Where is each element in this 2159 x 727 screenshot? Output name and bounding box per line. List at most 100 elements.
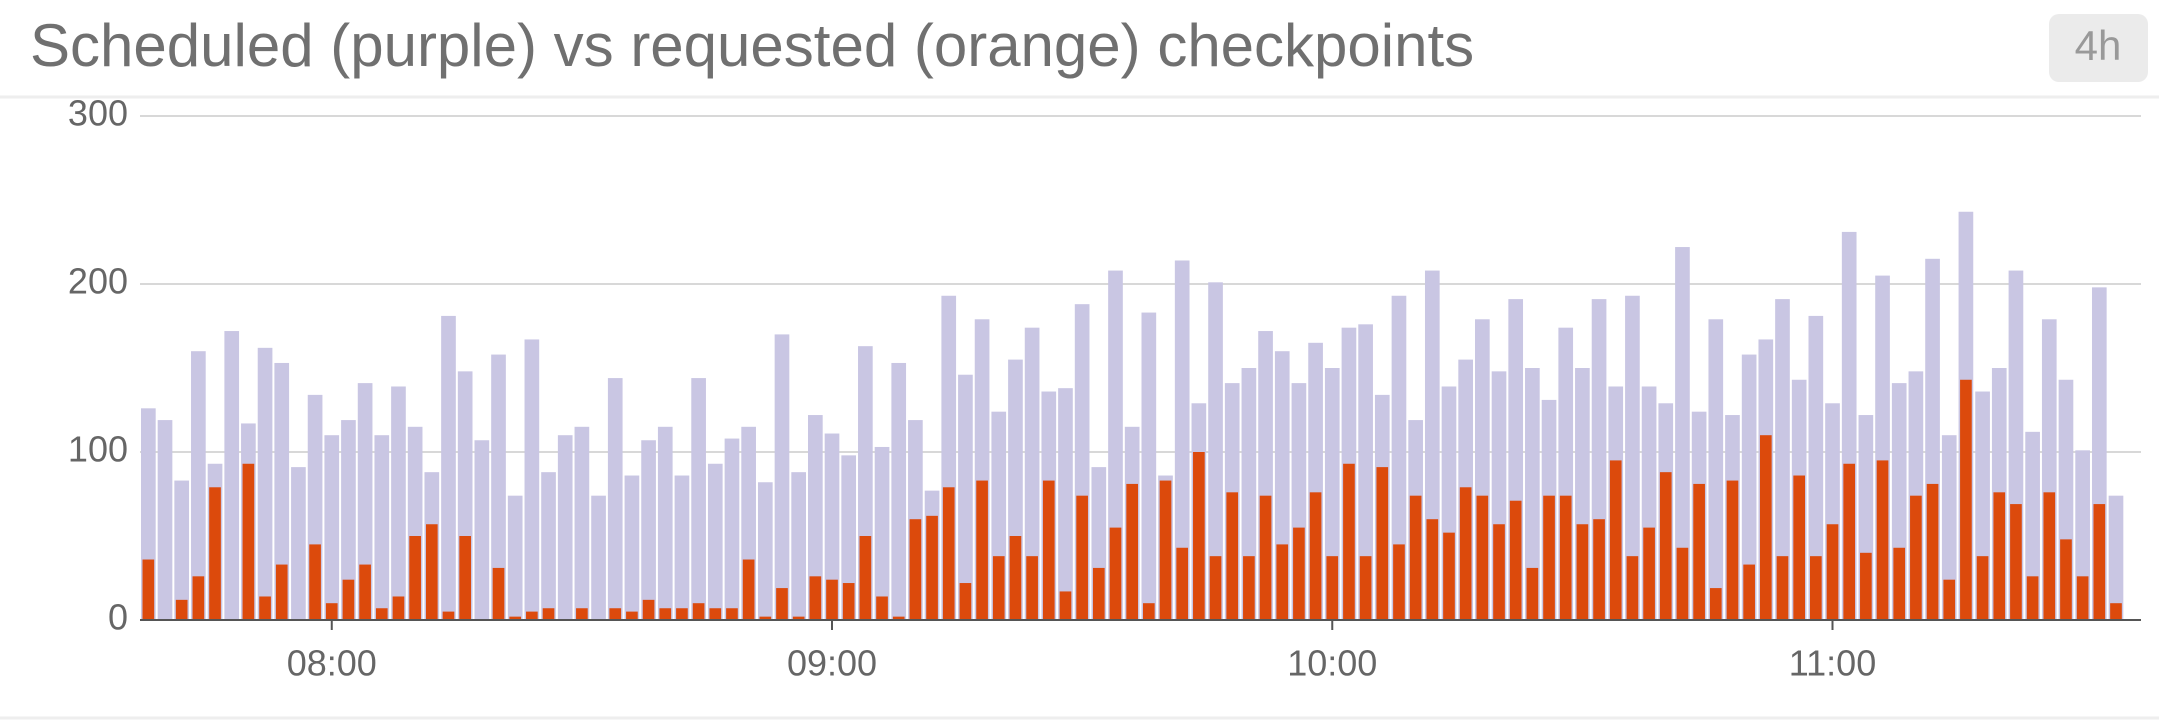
bar [1525, 368, 1540, 620]
bar [1059, 591, 1072, 620]
bar [724, 438, 740, 620]
bar [2026, 576, 2039, 620]
bar [2060, 539, 2072, 620]
bar [192, 576, 205, 620]
bar [291, 467, 306, 620]
bar [1693, 483, 1705, 620]
bar [391, 386, 406, 620]
bar [909, 519, 922, 620]
bar [492, 567, 505, 620]
bar [1058, 388, 1073, 620]
bar [1226, 492, 1239, 620]
bar [607, 378, 623, 620]
bar [1941, 435, 1957, 620]
bar [591, 495, 606, 620]
bar [842, 583, 855, 620]
bar [1209, 556, 1222, 620]
bar [809, 576, 822, 620]
bar [576, 608, 588, 620]
bar [958, 374, 973, 620]
bar [1193, 452, 1205, 620]
bar [742, 559, 755, 620]
bar [1943, 579, 1956, 620]
bar [1759, 435, 1772, 620]
bar [792, 616, 805, 620]
bar [1391, 295, 1407, 620]
y-tick-label: 100 [68, 429, 128, 470]
bar [1593, 519, 1605, 620]
bar [526, 611, 538, 620]
bar [1176, 547, 1189, 620]
bar [374, 435, 390, 620]
bar [891, 362, 907, 620]
bar [642, 599, 655, 620]
bar [1126, 483, 1138, 620]
bar [707, 463, 723, 620]
bar [2043, 492, 2056, 620]
bar [224, 331, 240, 620]
bar [1493, 524, 1505, 620]
bar [1893, 547, 1906, 620]
bar [174, 480, 190, 620]
bar [657, 426, 673, 620]
bar [859, 536, 872, 620]
bar [1393, 544, 1405, 620]
bar [1509, 500, 1522, 620]
bar [1976, 556, 1989, 620]
bar [691, 378, 706, 620]
bar [659, 608, 672, 620]
bar [474, 440, 490, 620]
bar [776, 588, 788, 620]
bar [1459, 487, 1472, 620]
bar [509, 616, 522, 620]
bar [1993, 492, 2006, 620]
bar [1243, 556, 1255, 620]
bar [1741, 354, 1757, 620]
bar [692, 603, 705, 620]
bar [992, 556, 1005, 620]
bar [1009, 536, 1022, 620]
bar [1526, 567, 1539, 620]
bar [1810, 556, 1822, 620]
bar [1776, 556, 1789, 620]
bar [375, 608, 388, 620]
bar [2076, 576, 2089, 620]
bar [709, 608, 722, 620]
bar [959, 583, 972, 620]
bar [1026, 556, 1038, 620]
bar [1476, 495, 1489, 620]
bar [1843, 463, 1856, 620]
bar [1676, 547, 1689, 620]
bar [774, 334, 790, 620]
bar [1543, 495, 1555, 620]
bar [1743, 564, 1755, 620]
bar [1876, 460, 1889, 620]
time-badge[interactable] [2049, 14, 2148, 82]
bar [1159, 480, 1172, 620]
bar [2025, 431, 2040, 620]
y-tick-label: 300 [68, 93, 128, 134]
bar [892, 616, 905, 620]
bar [1926, 483, 1939, 620]
bar [1659, 472, 1672, 620]
bar [1141, 312, 1157, 620]
bar [841, 455, 857, 620]
bar [574, 426, 590, 620]
bar [1625, 295, 1640, 620]
bar [541, 472, 556, 620]
bar [1443, 532, 1455, 620]
bar [341, 420, 356, 620]
bar [926, 515, 938, 620]
bar [459, 536, 471, 620]
bar [275, 564, 288, 620]
bar [209, 487, 221, 620]
bar [2093, 504, 2106, 620]
bar [609, 608, 622, 620]
bar [342, 579, 355, 620]
bar [1326, 556, 1339, 620]
bar [441, 315, 456, 620]
bar [259, 596, 271, 620]
bar [1726, 480, 1739, 620]
x-tick-label: 10:00 [1287, 643, 1377, 684]
